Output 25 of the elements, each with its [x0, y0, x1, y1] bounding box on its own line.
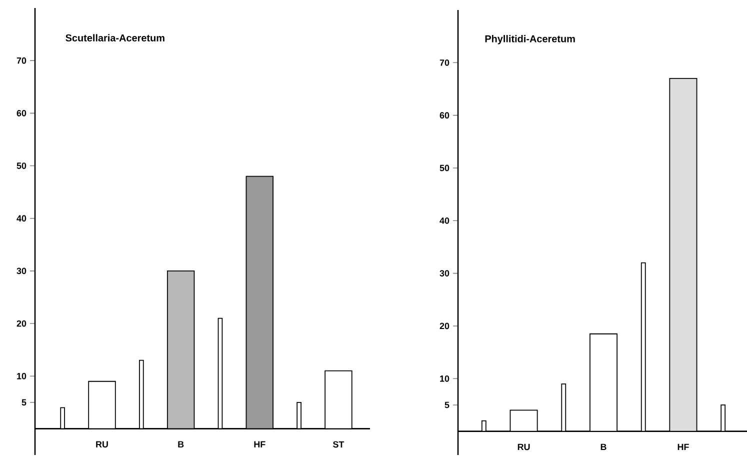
y-tick-label: 10: [440, 375, 450, 382]
y-tick-label: 70: [440, 59, 450, 66]
x-tick-label: RU: [518, 444, 530, 450]
y-tick-label: 10: [17, 372, 26, 380]
y-tick-label: 40: [16, 215, 26, 222]
y-tick-label: 5: [22, 399, 26, 406]
y-tick-label: 5: [444, 402, 450, 408]
x-tick-label: HF: [678, 444, 689, 450]
y-tick-label: 30: [16, 268, 26, 274]
y-tick-label: 70: [16, 57, 26, 64]
text: Phyllitidi-Aceretum: [485, 34, 575, 44]
x-tick-label: RU: [96, 441, 108, 448]
y-tick-label: 60: [16, 110, 26, 116]
y-tick-label: 20: [440, 322, 450, 330]
x-tick-label: HF: [254, 441, 266, 448]
y-tick-label: 50: [16, 162, 26, 169]
x-tick-label: B: [600, 444, 606, 450]
x-tick-label: ST: [333, 441, 344, 448]
x-tick-label: B: [178, 441, 184, 448]
y-tick-label: 40: [440, 217, 450, 224]
y-tick-label: 20: [16, 320, 26, 327]
y-tick-label: 60: [440, 112, 450, 119]
y-tick-label: 50: [440, 164, 450, 172]
text: Scutellaria-Aceretum: [66, 34, 164, 42]
y-tick-label: 30: [440, 270, 450, 276]
